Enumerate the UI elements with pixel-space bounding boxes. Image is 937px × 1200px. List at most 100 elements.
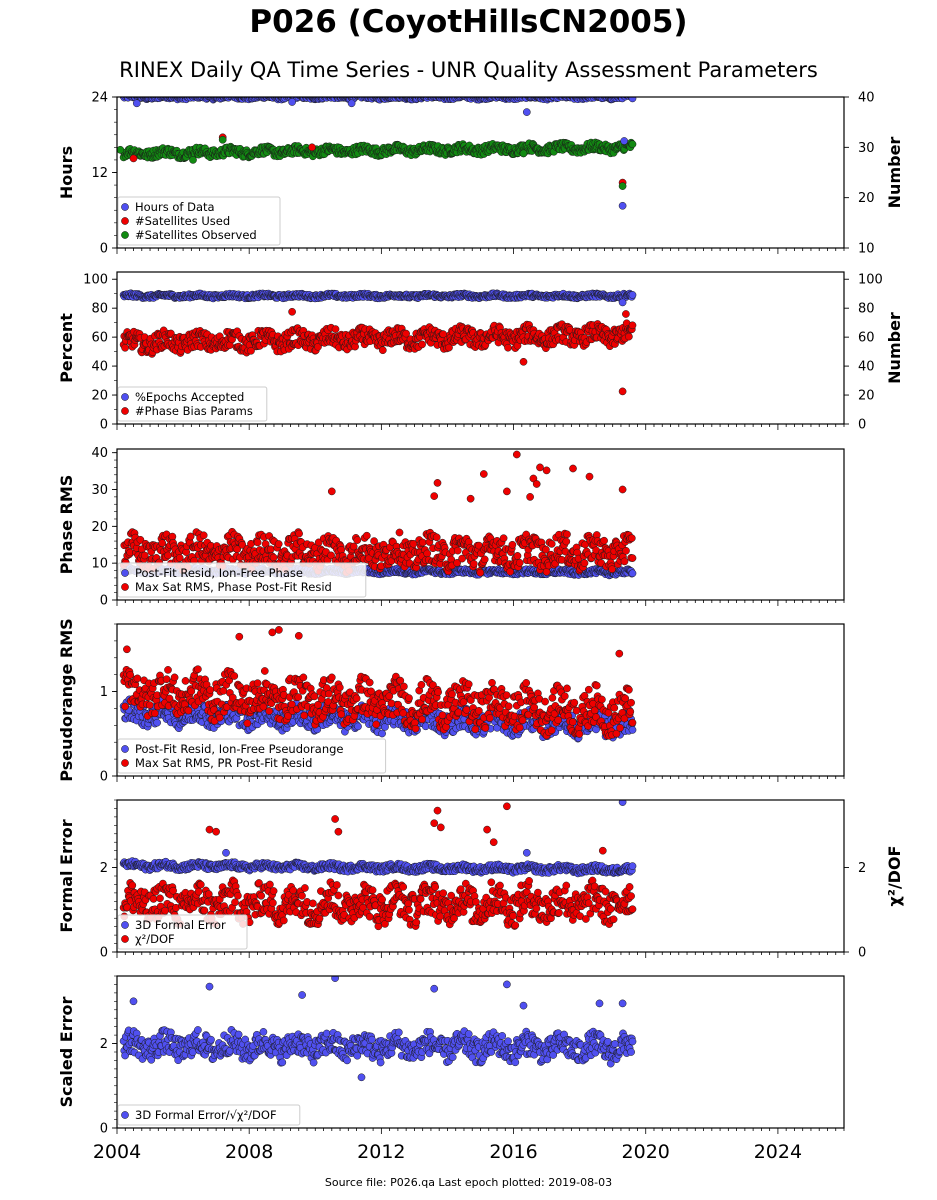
y-axis-label: Percent: [57, 313, 76, 383]
data-point: [618, 387, 627, 396]
data-point: [608, 565, 616, 574]
data-point: [175, 554, 184, 562]
data-point: [153, 718, 161, 727]
y-tick-label: 10: [91, 557, 108, 572]
data-point: [233, 545, 242, 554]
data-point: [418, 538, 427, 547]
data-point: [327, 551, 335, 560]
data-point: [409, 539, 418, 548]
data-point: [218, 135, 227, 144]
data-point: [512, 450, 521, 459]
data-point: [536, 463, 544, 472]
y-tick-label: 20: [91, 389, 108, 404]
data-point: [499, 534, 508, 543]
data-point: [349, 542, 358, 551]
legend-entry: %Epochs Accepted: [135, 390, 244, 404]
data-point: [189, 156, 197, 164]
y2-tick-label: 100: [858, 273, 883, 288]
data-point: [506, 567, 515, 576]
data-point: [136, 535, 145, 544]
y2-tick-label: 40: [858, 360, 875, 375]
data-point: [378, 729, 386, 738]
data-point: [354, 722, 362, 731]
data-point: [620, 557, 629, 566]
y-tick-label: 0: [100, 594, 108, 609]
legend-entry: #Satellites Used: [135, 214, 230, 228]
legend-marker: [121, 407, 129, 415]
data-point: [247, 346, 255, 355]
y-tick-label: 24: [91, 91, 108, 106]
data-point: [618, 298, 627, 307]
legend-marker: [121, 203, 129, 211]
data-point: [563, 530, 571, 539]
legend-marker: [121, 217, 129, 225]
data-point: [132, 99, 141, 108]
y-tick-label: 30: [91, 483, 108, 498]
y-axis-label: Phase RMS: [57, 475, 76, 575]
page-title: P026 (CoyotHillsCN2005): [249, 4, 688, 40]
y2-axis-label: Number: [885, 137, 904, 209]
data-point: [432, 533, 441, 542]
series-cloud: [119, 289, 637, 303]
data-point: [314, 538, 323, 547]
data-point: [445, 343, 453, 352]
plot-area: [119, 626, 637, 743]
data-point: [508, 540, 517, 549]
plot-area: [117, 97, 637, 210]
panel-percent: 020406080100Percent020406080100Number%Ep…: [57, 271, 904, 433]
data-point: [423, 549, 432, 558]
legend-marker: [121, 231, 129, 239]
data-point: [269, 553, 278, 562]
y-tick-label: 100: [83, 273, 108, 288]
data-point: [628, 569, 637, 578]
y-tick-label: 20: [91, 520, 108, 535]
legend-entry: Max Sat RMS, Phase Post-Fit Resid: [135, 580, 332, 594]
data-point: [547, 540, 556, 548]
data-point: [622, 546, 630, 555]
data-point: [453, 559, 461, 567]
plot-area: [119, 450, 637, 580]
data-point: [522, 108, 531, 116]
data-point: [353, 536, 362, 544]
data-point: [562, 537, 571, 546]
y2-tick-label: 30: [858, 141, 875, 156]
data-point: [453, 546, 462, 555]
series-cloud: [119, 527, 637, 577]
data-point: [618, 182, 627, 190]
data-point: [430, 492, 439, 500]
data-point: [585, 472, 594, 481]
data-point: [266, 545, 275, 554]
data-point: [625, 332, 633, 341]
data-point: [542, 545, 550, 554]
data-point: [542, 466, 551, 475]
data-point: [515, 558, 524, 567]
data-point: [288, 307, 296, 316]
page-subtitle: RINEX Daily QA Time Series - UNR Quality…: [119, 58, 818, 82]
data-point: [620, 137, 629, 145]
y-tick-label: 40: [91, 360, 108, 375]
y-tick-label: 0: [100, 242, 108, 257]
data-point: [362, 531, 371, 540]
y-axis-label: Hours: [57, 146, 76, 199]
data-point: [199, 531, 208, 540]
y-tick-label: 80: [91, 302, 108, 317]
data-point: [402, 329, 410, 338]
data-point: [569, 464, 577, 473]
legend-entry: Post-Fit Resid, Ion-Free Phase: [135, 566, 303, 580]
y2-tick-label: 80: [858, 302, 875, 317]
data-point: [532, 480, 541, 488]
data-point: [628, 291, 637, 299]
series-cloud: [119, 138, 637, 163]
legend: %Epochs Accepted#Phase Bias Params: [117, 386, 268, 422]
data-point: [308, 143, 316, 152]
data-point: [519, 357, 528, 366]
data-point: [331, 325, 340, 333]
legend-marker: [121, 583, 129, 591]
y2-tick-label: 20: [858, 191, 875, 206]
y-tick-label: 40: [91, 446, 108, 461]
y2-tick-label: 40: [858, 91, 875, 106]
data-point: [618, 485, 627, 494]
